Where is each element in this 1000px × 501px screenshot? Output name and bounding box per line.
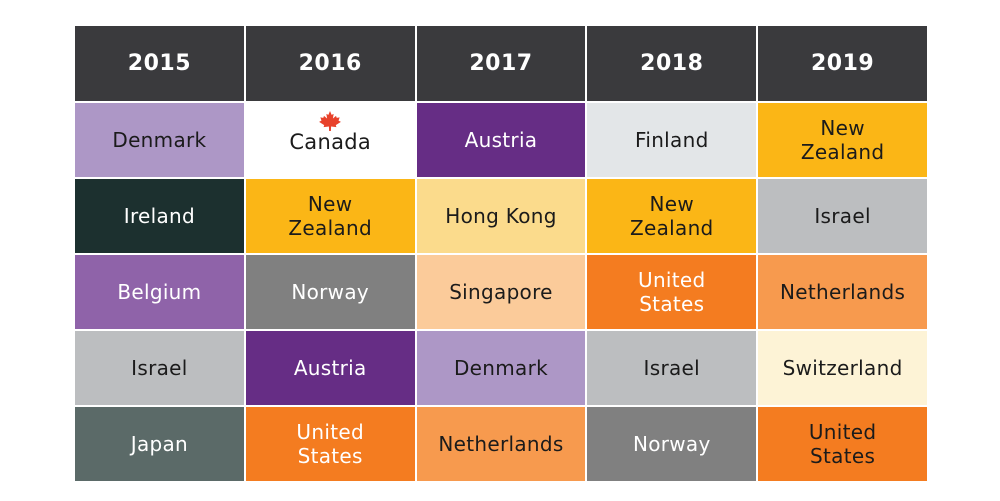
country-cell: Austria bbox=[245, 331, 415, 405]
country-label: Israel bbox=[643, 356, 701, 380]
country-label: United States bbox=[638, 268, 706, 316]
year-header-2019: 2019 bbox=[758, 26, 927, 101]
year-header-2015: 2015 bbox=[75, 26, 244, 101]
country-cell: Ireland bbox=[75, 179, 244, 253]
country-label: Denmark bbox=[453, 356, 548, 380]
country-label: Netherlands bbox=[779, 280, 906, 304]
country-label: Denmark bbox=[112, 128, 207, 152]
country-cell: Singapore bbox=[416, 255, 586, 329]
country-label: Norway bbox=[632, 432, 711, 456]
country-label: United States bbox=[808, 420, 877, 468]
country-cell: Belgium bbox=[75, 255, 244, 329]
country-label: United States bbox=[296, 420, 364, 468]
country-label: Netherlands bbox=[438, 432, 564, 456]
country-label: Singapore bbox=[449, 280, 553, 304]
country-cell: Denmark bbox=[416, 331, 586, 405]
year-header-2017: 2017 bbox=[416, 26, 586, 101]
country-cell: Norway bbox=[587, 407, 757, 481]
country-cell: Austria bbox=[416, 103, 586, 177]
country-label: Austria bbox=[293, 356, 367, 380]
country-cell: Japan bbox=[75, 407, 244, 481]
country-label: Finland bbox=[635, 128, 709, 152]
country-cell: Israel bbox=[587, 331, 757, 405]
country-label: Norway bbox=[291, 280, 370, 304]
country-label: New Zealand bbox=[630, 192, 714, 240]
country-label: Belgium bbox=[117, 280, 202, 304]
country-label: New Zealand bbox=[800, 116, 885, 164]
country-label: Ireland bbox=[123, 204, 196, 228]
country-cell: New Zealand bbox=[245, 179, 415, 253]
country-cell: Canada bbox=[245, 103, 415, 177]
country-label: New Zealand bbox=[288, 192, 372, 240]
country-label: Japan bbox=[130, 432, 189, 456]
country-cell: Netherlands bbox=[758, 255, 927, 329]
country-cell: United States bbox=[245, 407, 415, 481]
country-cell: Israel bbox=[75, 331, 244, 405]
country-cell: Hong Kong bbox=[416, 179, 586, 253]
country-cell: New Zealand bbox=[587, 179, 757, 253]
country-label: Hong Kong bbox=[445, 204, 557, 228]
country-cell: Israel bbox=[758, 179, 927, 253]
country-cell: Finland bbox=[587, 103, 757, 177]
country-label: Israel bbox=[131, 356, 188, 380]
country-label: Canada bbox=[289, 130, 372, 154]
country-label: Israel bbox=[814, 204, 871, 228]
country-label: Austria bbox=[464, 128, 538, 152]
maple-leaf-icon bbox=[319, 111, 342, 131]
rankings-table: 2015 2016 2017 2018 2019 Denmark Canada Austria… bbox=[75, 26, 927, 481]
year-header-2018: 2018 bbox=[587, 26, 757, 101]
country-cell: Norway bbox=[245, 255, 415, 329]
year-header-2016: 2016 bbox=[245, 26, 415, 101]
country-cell: New Zealand bbox=[758, 103, 927, 177]
country-label: Switzerland bbox=[782, 356, 903, 380]
country-cell: Denmark bbox=[75, 103, 244, 177]
country-cell: Netherlands bbox=[416, 407, 586, 481]
country-cell: Switzerland bbox=[758, 331, 927, 405]
country-cell: United States bbox=[587, 255, 757, 329]
country-cell: United States bbox=[758, 407, 927, 481]
